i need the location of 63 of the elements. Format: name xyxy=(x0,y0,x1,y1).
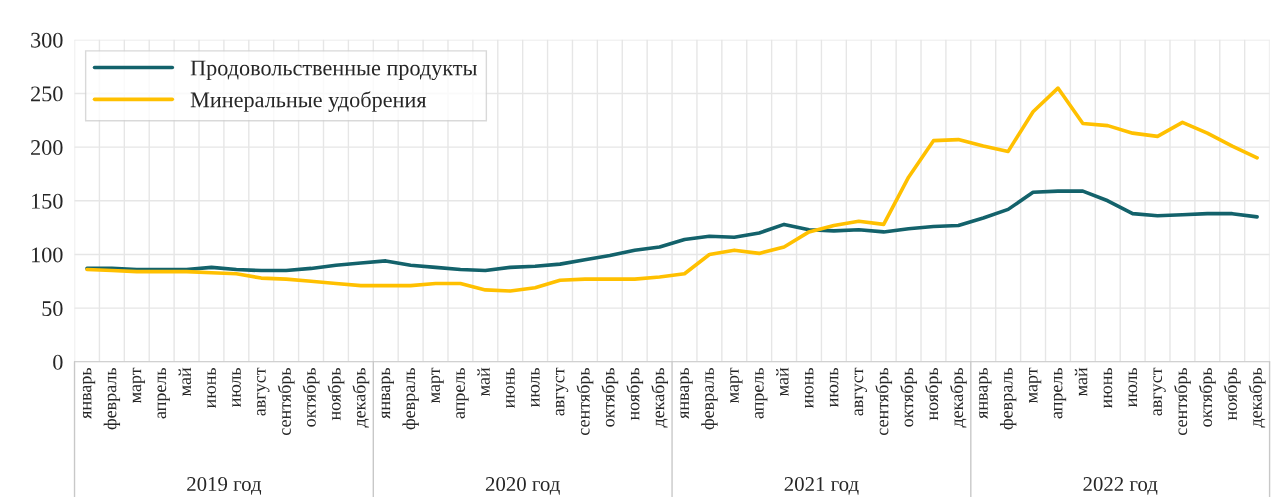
x-tick-label: июль xyxy=(530,367,540,407)
y-tick-label: 150 xyxy=(32,193,63,209)
x-tick-label: июль xyxy=(829,367,839,407)
x-tick-label: август xyxy=(555,367,569,416)
y-tick-label: 50 xyxy=(42,301,63,317)
x-tick-label: октябрь xyxy=(900,367,917,427)
y-tick-label: 200 xyxy=(31,140,63,156)
x-tick-label: апрель xyxy=(456,367,469,419)
x-tick-label: ноябрь xyxy=(626,367,644,421)
y-tick-label: 250 xyxy=(31,86,63,102)
x-tick-label: март xyxy=(1028,367,1042,403)
x-tick-label: август xyxy=(257,367,270,416)
x-tick-label: февраль xyxy=(999,367,1017,430)
x-tick-label: июль xyxy=(1128,367,1138,407)
x-tick-label: декабрь xyxy=(949,367,967,428)
x-tick-label: октябрь xyxy=(1198,367,1216,427)
x-tick-label: сентябрь xyxy=(576,367,594,435)
x-tick-label: декабрь xyxy=(651,367,668,428)
x-tick-label: август xyxy=(1153,367,1166,416)
x-tick-label: август xyxy=(854,367,867,416)
x-tick-label: март xyxy=(730,367,743,403)
x-tick-label: май xyxy=(178,367,192,396)
x-tick-label: июнь xyxy=(804,367,814,409)
y-tick-label: 0 xyxy=(53,354,63,370)
x-tick-label: ноябрь xyxy=(327,367,345,421)
x-tick-label: март xyxy=(132,367,145,403)
x-tick-label: май xyxy=(477,367,490,396)
x-tick-label: ноябрь xyxy=(925,367,942,421)
x-tick-label: январь xyxy=(979,367,992,419)
x-tick-label: октябрь xyxy=(601,367,619,427)
x-tick-label: сентябрь xyxy=(875,367,893,435)
x-tick-label: сентябрь xyxy=(277,367,295,435)
x-tick-label: декабрь xyxy=(1248,367,1266,428)
text: 2020 год xyxy=(485,476,560,495)
x-tick-label: февраль xyxy=(701,367,718,430)
x-tick-label: апрель xyxy=(157,367,170,419)
x-tick-label: январь xyxy=(680,367,693,419)
x-tick-label: июнь xyxy=(1103,367,1113,409)
text: 2021 год xyxy=(784,476,859,495)
text: 2022 год xyxy=(1083,476,1158,495)
x-tick-label: декабрь xyxy=(352,367,370,428)
x-tick-label: июнь xyxy=(506,367,515,409)
line-series xyxy=(85,189,1259,273)
x-tick-label: февраль xyxy=(103,367,121,430)
x-tick-label: апрель xyxy=(755,367,768,419)
line-series xyxy=(85,86,1259,293)
legend-label: Минеральные удобрения xyxy=(190,91,427,112)
y-tick-label: 100 xyxy=(32,247,63,263)
x-tick-label: февраль xyxy=(402,367,419,430)
x-tick-label: май xyxy=(1074,367,1088,396)
x-tick-label: июль xyxy=(232,367,241,407)
x-tick-label: март xyxy=(431,367,444,403)
x-tick-label: октябрь xyxy=(302,367,320,427)
x-tick-label: ноябрь xyxy=(1223,367,1241,421)
x-tick-label: январь xyxy=(82,367,96,419)
x-tick-label: январь xyxy=(381,367,394,419)
x-tick-label: июнь xyxy=(207,367,216,409)
x-tick-label: май xyxy=(776,367,789,396)
x-tick-label: апрель xyxy=(1053,367,1067,419)
y-tick-label: 300 xyxy=(31,32,63,48)
legend-label: Продовольственные продукты xyxy=(190,60,477,81)
x-tick-label: сентябрь xyxy=(1174,367,1191,435)
text: 2019 год xyxy=(187,476,262,495)
